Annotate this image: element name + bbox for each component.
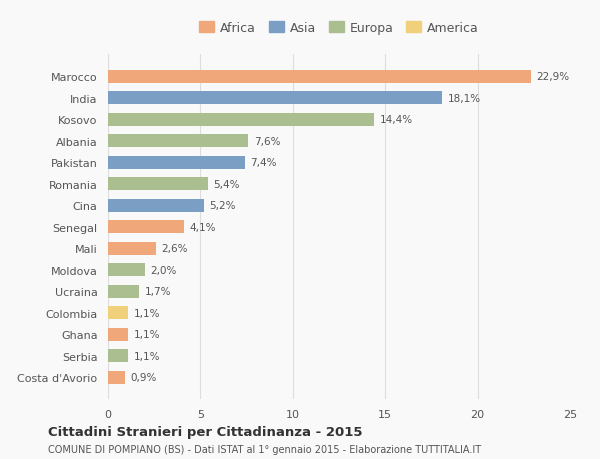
Text: 7,6%: 7,6% bbox=[254, 136, 280, 146]
Text: 22,9%: 22,9% bbox=[537, 72, 570, 82]
Bar bbox=[108, 349, 128, 362]
Text: 5,2%: 5,2% bbox=[209, 201, 236, 211]
Bar bbox=[108, 285, 139, 298]
Text: 1,1%: 1,1% bbox=[134, 330, 160, 339]
Text: 2,6%: 2,6% bbox=[161, 244, 188, 254]
Bar bbox=[108, 221, 184, 234]
Bar bbox=[108, 371, 125, 384]
Bar bbox=[108, 71, 531, 84]
Text: 5,4%: 5,4% bbox=[214, 179, 240, 189]
Text: 1,1%: 1,1% bbox=[134, 308, 160, 318]
Legend: Africa, Asia, Europa, America: Africa, Asia, Europa, America bbox=[194, 17, 484, 39]
Text: 1,1%: 1,1% bbox=[134, 351, 160, 361]
Bar bbox=[108, 307, 128, 319]
Bar bbox=[108, 178, 208, 191]
Bar bbox=[108, 328, 128, 341]
Text: 18,1%: 18,1% bbox=[448, 94, 481, 104]
Bar bbox=[108, 263, 145, 276]
Text: Cittadini Stranieri per Cittadinanza - 2015: Cittadini Stranieri per Cittadinanza - 2… bbox=[48, 425, 362, 438]
Text: 14,4%: 14,4% bbox=[380, 115, 413, 125]
Bar bbox=[108, 157, 245, 169]
Bar bbox=[108, 135, 248, 148]
Bar bbox=[108, 92, 442, 105]
Text: 0,9%: 0,9% bbox=[130, 372, 157, 382]
Text: COMUNE DI POMPIANO (BS) - Dati ISTAT al 1° gennaio 2015 - Elaborazione TUTTITALI: COMUNE DI POMPIANO (BS) - Dati ISTAT al … bbox=[48, 444, 481, 454]
Text: 4,1%: 4,1% bbox=[190, 222, 216, 232]
Text: 7,4%: 7,4% bbox=[250, 158, 277, 168]
Bar bbox=[108, 199, 204, 212]
Bar bbox=[108, 242, 156, 255]
Text: 2,0%: 2,0% bbox=[151, 265, 177, 275]
Text: 1,7%: 1,7% bbox=[145, 286, 172, 297]
Bar bbox=[108, 113, 374, 127]
